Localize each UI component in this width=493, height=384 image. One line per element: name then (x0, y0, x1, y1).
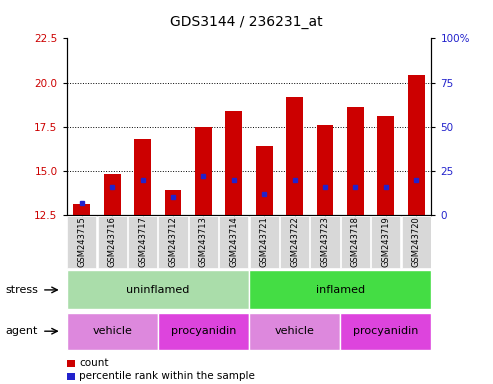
FancyBboxPatch shape (249, 313, 340, 350)
Text: agent: agent (5, 326, 37, 336)
Text: GSM243720: GSM243720 (412, 217, 421, 267)
FancyBboxPatch shape (128, 216, 157, 268)
Text: GSM243717: GSM243717 (138, 217, 147, 267)
Text: GSM243718: GSM243718 (351, 217, 360, 267)
Text: vehicle: vehicle (275, 326, 315, 336)
Bar (195, 127, 211, 215)
Bar (317, 125, 333, 215)
FancyBboxPatch shape (219, 216, 248, 268)
FancyBboxPatch shape (189, 216, 218, 268)
Bar (347, 107, 364, 215)
FancyBboxPatch shape (249, 216, 279, 268)
Text: GSM243721: GSM243721 (260, 217, 269, 267)
Bar (378, 116, 394, 215)
Bar (104, 174, 120, 215)
Bar (165, 190, 181, 215)
Text: procyanidin: procyanidin (353, 326, 419, 336)
Text: GSM243722: GSM243722 (290, 217, 299, 267)
FancyBboxPatch shape (67, 270, 249, 310)
Text: GSM243715: GSM243715 (77, 217, 86, 267)
FancyBboxPatch shape (98, 216, 127, 268)
Text: uninflamed: uninflamed (126, 285, 189, 295)
Text: percentile rank within the sample: percentile rank within the sample (79, 371, 255, 381)
FancyBboxPatch shape (371, 216, 400, 268)
FancyBboxPatch shape (67, 216, 96, 268)
Text: GSM243719: GSM243719 (381, 217, 390, 267)
Text: GSM243714: GSM243714 (229, 217, 238, 267)
Text: stress: stress (5, 285, 38, 295)
Bar (73, 204, 90, 215)
FancyBboxPatch shape (158, 216, 187, 268)
Bar (134, 139, 151, 215)
Bar (256, 146, 273, 215)
Text: GSM243723: GSM243723 (320, 217, 329, 267)
Text: GSM243716: GSM243716 (107, 217, 117, 267)
Text: procyanidin: procyanidin (171, 326, 236, 336)
FancyBboxPatch shape (311, 216, 340, 268)
FancyBboxPatch shape (340, 313, 431, 350)
Bar (286, 97, 303, 215)
FancyBboxPatch shape (280, 216, 309, 268)
Text: GSM243713: GSM243713 (199, 217, 208, 267)
Text: inflamed: inflamed (316, 285, 365, 295)
Bar (225, 111, 242, 215)
Bar (408, 76, 424, 215)
FancyBboxPatch shape (158, 313, 249, 350)
FancyBboxPatch shape (341, 216, 370, 268)
FancyBboxPatch shape (249, 270, 431, 310)
FancyBboxPatch shape (67, 313, 158, 350)
Text: count: count (79, 358, 108, 368)
Text: vehicle: vehicle (92, 326, 132, 336)
Text: GDS3144 / 236231_at: GDS3144 / 236231_at (170, 15, 323, 29)
Text: GSM243712: GSM243712 (169, 217, 177, 267)
FancyBboxPatch shape (402, 216, 431, 268)
